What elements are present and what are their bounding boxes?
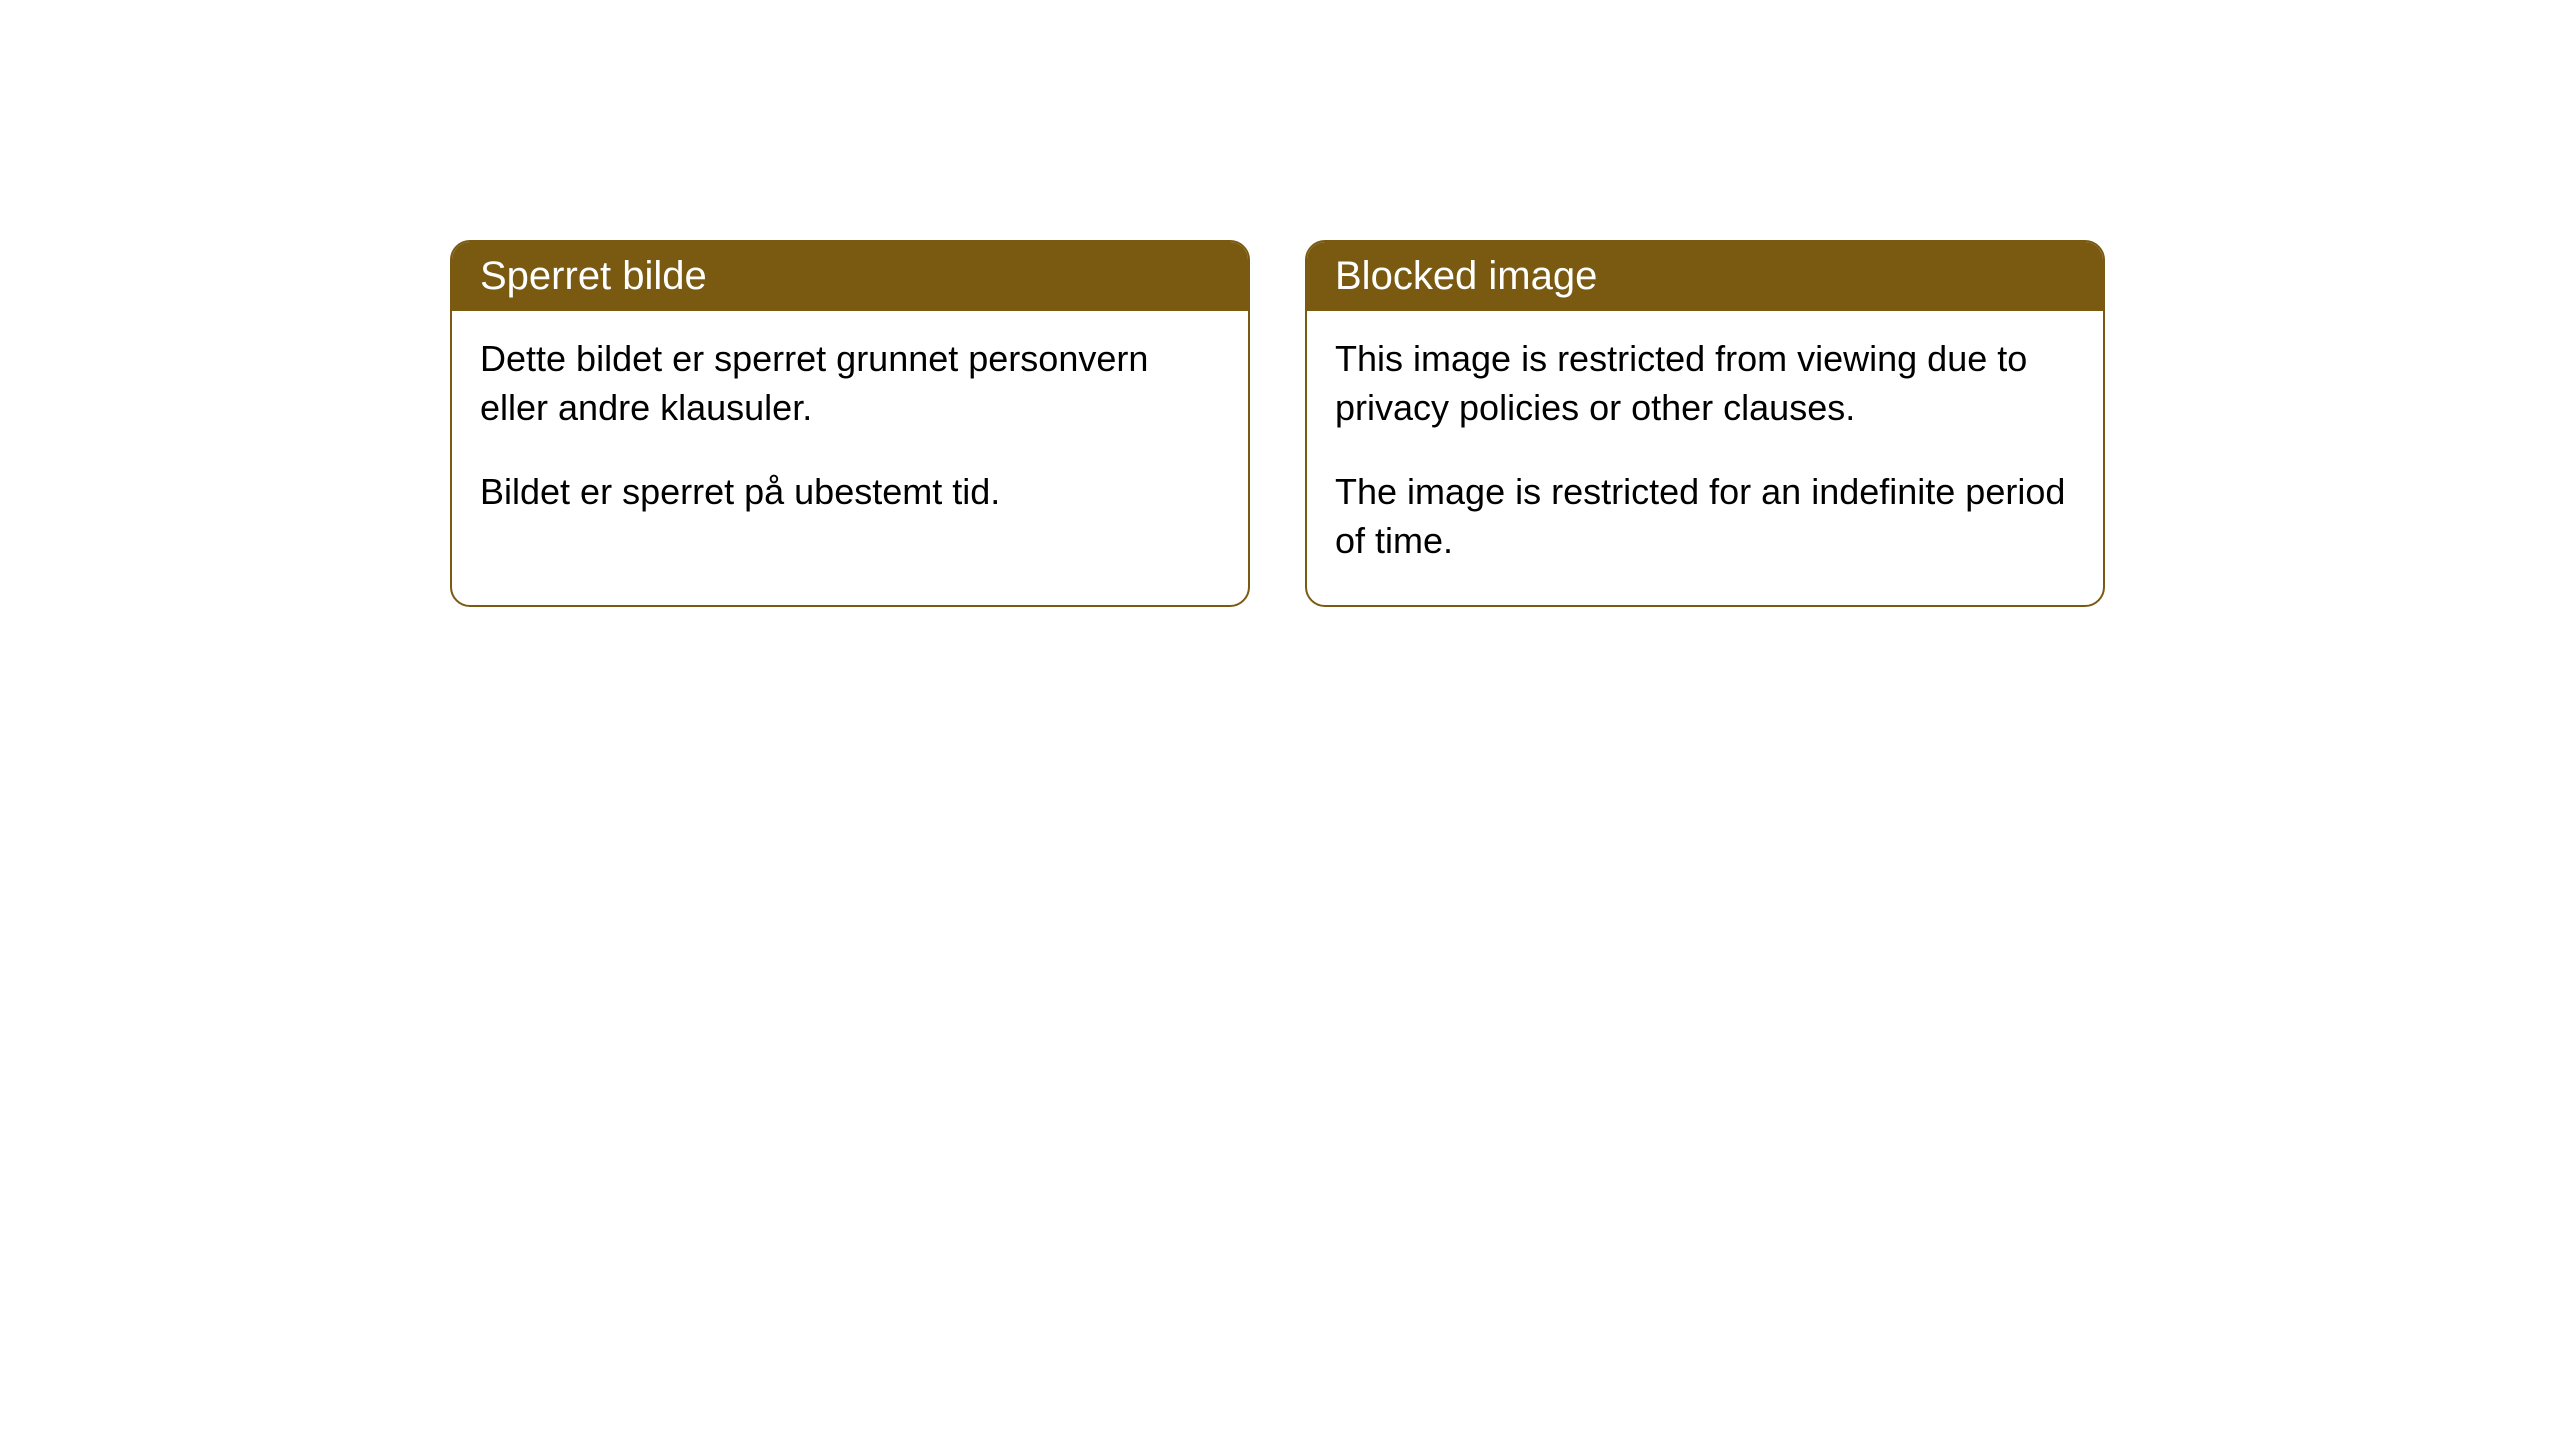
- card-body: Dette bildet er sperret grunnet personve…: [452, 311, 1248, 557]
- card-paragraph: Bildet er sperret på ubestemt tid.: [480, 468, 1220, 517]
- notice-card-norwegian: Sperret bilde Dette bildet er sperret gr…: [450, 240, 1250, 607]
- card-header: Blocked image: [1307, 242, 2103, 311]
- card-title: Sperret bilde: [480, 254, 707, 298]
- card-paragraph: This image is restricted from viewing du…: [1335, 335, 2075, 432]
- card-title: Blocked image: [1335, 254, 1597, 298]
- card-header: Sperret bilde: [452, 242, 1248, 311]
- card-body: This image is restricted from viewing du…: [1307, 311, 2103, 605]
- notice-cards-container: Sperret bilde Dette bildet er sperret gr…: [450, 240, 2560, 607]
- card-paragraph: The image is restricted for an indefinit…: [1335, 468, 2075, 565]
- notice-card-english: Blocked image This image is restricted f…: [1305, 240, 2105, 607]
- card-paragraph: Dette bildet er sperret grunnet personve…: [480, 335, 1220, 432]
